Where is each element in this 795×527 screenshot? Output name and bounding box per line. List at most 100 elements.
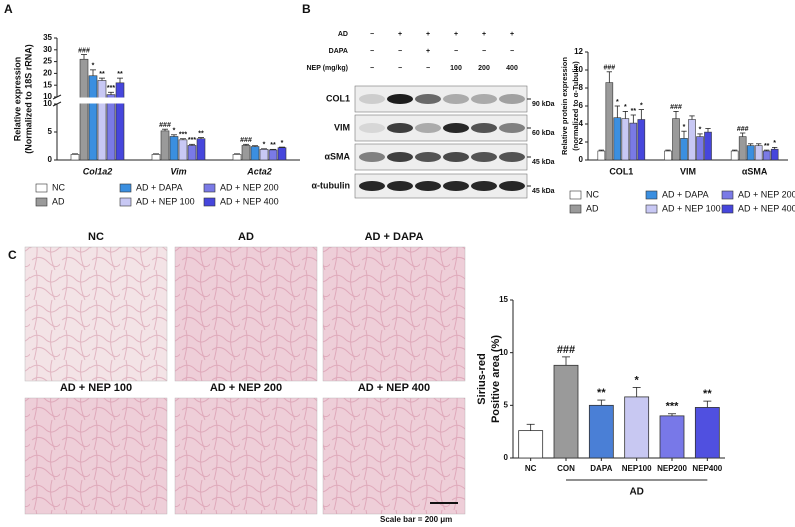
bar xyxy=(730,150,739,161)
legend-label: AD + DAPA xyxy=(662,189,709,199)
bar xyxy=(696,136,704,161)
bar xyxy=(605,82,614,161)
histology-image xyxy=(24,246,168,382)
legend-label: AD + DAPA xyxy=(136,182,183,192)
bar xyxy=(624,396,650,459)
bar xyxy=(169,136,179,161)
condition-mark: + xyxy=(482,31,486,38)
bar xyxy=(88,75,98,161)
condition-mark: + xyxy=(426,31,430,38)
legend-label: AD + NEP 200 xyxy=(220,182,279,192)
significance-label: ** xyxy=(270,142,276,149)
condition-mark: − xyxy=(398,65,402,72)
blot-band xyxy=(415,94,441,104)
bar xyxy=(277,147,287,161)
blot-band xyxy=(359,181,385,191)
x-tick-label: αSMA xyxy=(742,166,768,176)
histology-image xyxy=(24,397,168,515)
y-tick-label: 10 xyxy=(43,92,52,101)
y-tick-label: 5 xyxy=(48,127,53,136)
blot-band xyxy=(415,152,441,162)
group-label: AD xyxy=(629,487,643,498)
blot-band xyxy=(387,94,413,104)
y-tick-label: 12 xyxy=(574,47,583,56)
bar xyxy=(597,150,606,161)
bar xyxy=(106,94,116,161)
legend-swatch xyxy=(119,183,132,193)
blot-band xyxy=(471,123,497,133)
x-tick-label: DAPA xyxy=(590,464,612,473)
blot-band xyxy=(359,94,385,104)
y-axis-label: Positive area (%) xyxy=(490,335,502,423)
x-tick-label: CON xyxy=(557,464,575,473)
y-tick-label: 30 xyxy=(43,45,52,54)
x-tick-label: NEP200 xyxy=(657,464,687,473)
blot-band xyxy=(387,123,413,133)
legend-swatch xyxy=(645,204,658,214)
condition-mark: − xyxy=(426,65,430,72)
histology-stain xyxy=(323,398,465,514)
image-title: AD xyxy=(238,231,254,243)
legend-label: AD xyxy=(586,203,599,213)
mw-label: 45 kDa xyxy=(532,159,555,166)
x-tick-label: Vim xyxy=(170,166,186,176)
blot-band xyxy=(359,152,385,162)
significance-label: * xyxy=(773,140,776,147)
blot-band xyxy=(499,152,525,162)
image-title: AD + NEP 200 xyxy=(210,382,282,394)
y-tick-label: 35 xyxy=(43,33,52,42)
significance-label: *** xyxy=(107,85,115,92)
bar xyxy=(232,154,242,161)
histology-image xyxy=(174,397,318,515)
blot-band xyxy=(443,152,469,162)
axis-break-gap xyxy=(57,97,301,104)
y-tick-label: 10 xyxy=(43,99,52,108)
significance-label: ** xyxy=(597,387,606,399)
significance-label: * xyxy=(624,104,627,111)
axis-break xyxy=(52,101,62,107)
x-tick-label: Acta2 xyxy=(246,166,272,176)
condition-mark: + xyxy=(398,31,402,38)
blot-band xyxy=(359,123,385,133)
histology-stain xyxy=(175,247,317,381)
x-tick-label: NEP100 xyxy=(622,464,652,473)
bar xyxy=(588,404,614,459)
condition-mark: 100 xyxy=(450,65,462,72)
y-tick-label: 15 xyxy=(499,295,508,304)
panel-label: B xyxy=(302,2,311,16)
legend-swatch xyxy=(35,197,48,207)
axis-break xyxy=(52,94,62,100)
blot-strip xyxy=(354,114,528,142)
blot-band xyxy=(443,181,469,191)
bar xyxy=(746,145,755,161)
bar xyxy=(97,80,107,161)
legend-label: NC xyxy=(586,189,599,199)
y-tick-label: 0 xyxy=(579,155,584,164)
significance-label: * xyxy=(683,124,686,131)
bar xyxy=(637,119,646,161)
bar xyxy=(160,130,170,161)
image-title: AD + DAPA xyxy=(365,231,424,243)
significance-label: ### xyxy=(557,344,575,356)
y-tick-label: 5 xyxy=(504,400,509,409)
condition-mark: − xyxy=(510,48,514,55)
legend-swatch xyxy=(119,197,132,207)
y-tick-label: 6 xyxy=(579,101,584,110)
significance-label: ** xyxy=(764,143,770,150)
bar xyxy=(659,415,685,459)
y-axis-label: Sirius-red xyxy=(476,353,488,404)
blot-band xyxy=(471,152,497,162)
x-tick-label: NC xyxy=(525,464,537,473)
significance-label: *** xyxy=(179,132,187,139)
blot-band xyxy=(387,181,413,191)
bar xyxy=(688,119,696,161)
image-title: NC xyxy=(88,231,104,243)
legend-swatch xyxy=(569,204,582,214)
bar xyxy=(187,145,197,161)
significance-label: ** xyxy=(631,108,637,115)
condition-mark: − xyxy=(370,48,374,55)
y-axis-label: Relative protein expression xyxy=(560,57,569,155)
significance-label: * xyxy=(640,102,643,109)
